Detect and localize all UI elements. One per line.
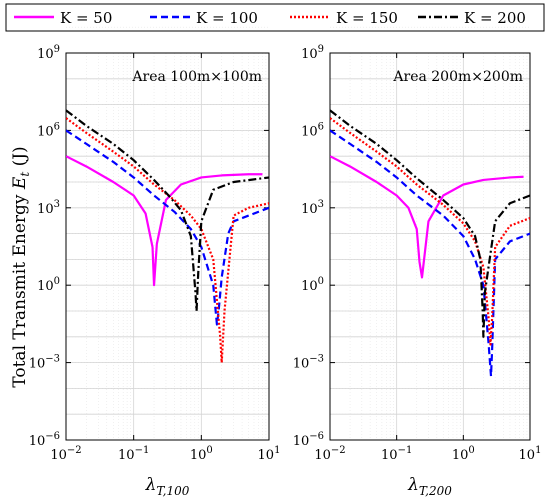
- legend: K = 50 K = 100 K = 150 K = 200: [5, 3, 545, 32]
- x-tick-label: 101: [519, 445, 542, 463]
- y-tick-label: 109: [301, 44, 324, 62]
- y-tick-label: 106: [301, 121, 324, 139]
- x-tick-label: 101: [258, 445, 281, 463]
- x-tick-label: 10−2: [50, 445, 81, 463]
- y-tick-label: 10−3: [293, 354, 324, 372]
- y-tick-label: 106: [37, 121, 60, 139]
- axes-box: [329, 52, 531, 441]
- series-line-k150: [66, 117, 269, 364]
- y-tick-label: 100: [301, 276, 324, 294]
- series-line-k50: [330, 155, 524, 279]
- series-line-k200: [66, 109, 269, 313]
- y-tick-label: 109: [37, 44, 60, 62]
- x-tick-label: 10−1: [381, 445, 412, 463]
- x-tick-label: 10−1: [118, 445, 149, 463]
- series-group: [66, 109, 269, 364]
- y-tick-label: 103: [301, 199, 324, 217]
- x-axis-label: λT,200: [407, 475, 452, 498]
- right-panel: 10−2 10−1 100 101 109 106 103 100 10−3 10−6 λT,200…: [293, 26, 542, 498]
- axes-box: [65, 52, 270, 441]
- legend-label-2: K = 100: [196, 9, 258, 27]
- x-tick-label: 10−2: [314, 445, 345, 463]
- left-panel: 10−2 10−1 100 101 109 106 103 100 10−3 10−6 λT,100…: [29, 26, 281, 498]
- y-tick-label: 10−6: [293, 431, 324, 449]
- x-axis-label: λT,100: [145, 475, 190, 498]
- series-line-k150: [330, 117, 530, 346]
- x-tick-label: 100: [452, 445, 475, 463]
- legend-label-4: K = 200: [464, 9, 526, 27]
- y-tick-label: 10−6: [29, 431, 60, 449]
- series-line-k100: [66, 129, 269, 326]
- legend-label-1: K = 50: [60, 9, 112, 27]
- grid: [65, 26, 269, 441]
- x-tick-label: 100: [190, 445, 213, 463]
- y-tick-label: 10−3: [29, 354, 60, 372]
- grid: [329, 26, 530, 441]
- series-line-k200: [330, 109, 530, 338]
- series-line-k50: [66, 155, 263, 287]
- y-tick-label: 103: [37, 199, 60, 217]
- y-axis-label: Total Transmit Energy Et (J): [10, 146, 32, 387]
- y-tick-label: 100: [37, 276, 60, 294]
- series-line-k100: [330, 129, 530, 378]
- legend-label-3: K = 150: [336, 9, 398, 27]
- series-group: [330, 109, 530, 378]
- area-annotation: Area 200m×200m: [392, 69, 523, 85]
- area-annotation: Area 100m×100m: [131, 69, 262, 85]
